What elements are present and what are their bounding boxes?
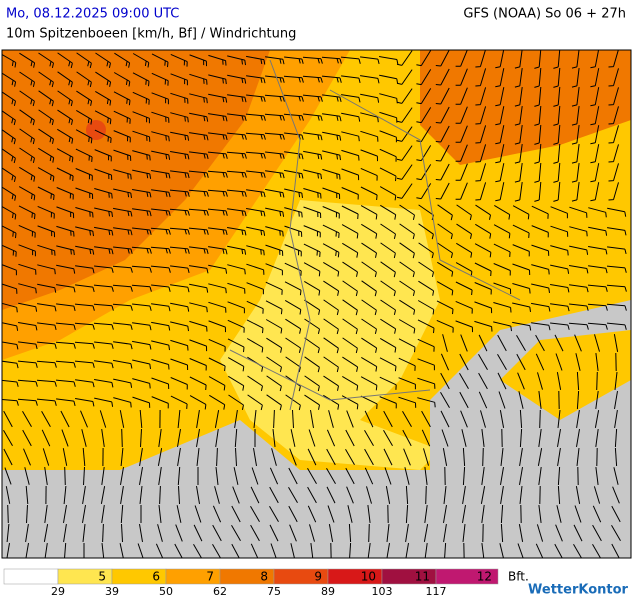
legend-kmh-label: 89 [321,585,335,598]
brand-logo: WetterKontor [528,583,629,598]
legend-swatch [4,569,58,584]
date-label: Mo, 08.12.2025 09:00 UTC [6,7,179,22]
wind-barb [483,448,484,466]
legend-bft-label: 7 [206,570,214,584]
legend-kmh-label: 62 [213,585,227,598]
wind-barb [540,410,541,428]
legend-bft-label: 12 [477,570,492,584]
legend-kmh-label: 117 [426,585,447,598]
map [0,49,631,561]
wind-barb [8,505,9,523]
subtitle: 10m Spitzenboeen [km/h, Bf] / Windrichtu… [6,27,296,42]
model-label: GFS (NOAA) So 06 + 27h [463,7,626,22]
legend-bft-label: 8 [260,570,268,584]
legend-bft-label: 9 [314,570,322,584]
legend-bft-label: 6 [152,570,160,584]
wind-barb [426,486,427,504]
legend-kmh-label: 29 [51,585,65,598]
wind-barb [369,524,370,542]
legend-bft-label: 11 [415,570,430,584]
wind-barb [122,429,123,447]
legend-unit: Bft. [508,570,529,584]
legend-kmh-label: 39 [105,585,119,598]
legend-kmh-label: 50 [159,585,173,598]
wind-barb [597,372,598,390]
legend-kmh-label: 103 [372,585,393,598]
legend-bft-label: 10 [361,570,376,584]
wind-barb [65,467,66,485]
legend-kmh-label: 75 [267,585,281,598]
legend-bft-label: 5 [98,570,106,584]
